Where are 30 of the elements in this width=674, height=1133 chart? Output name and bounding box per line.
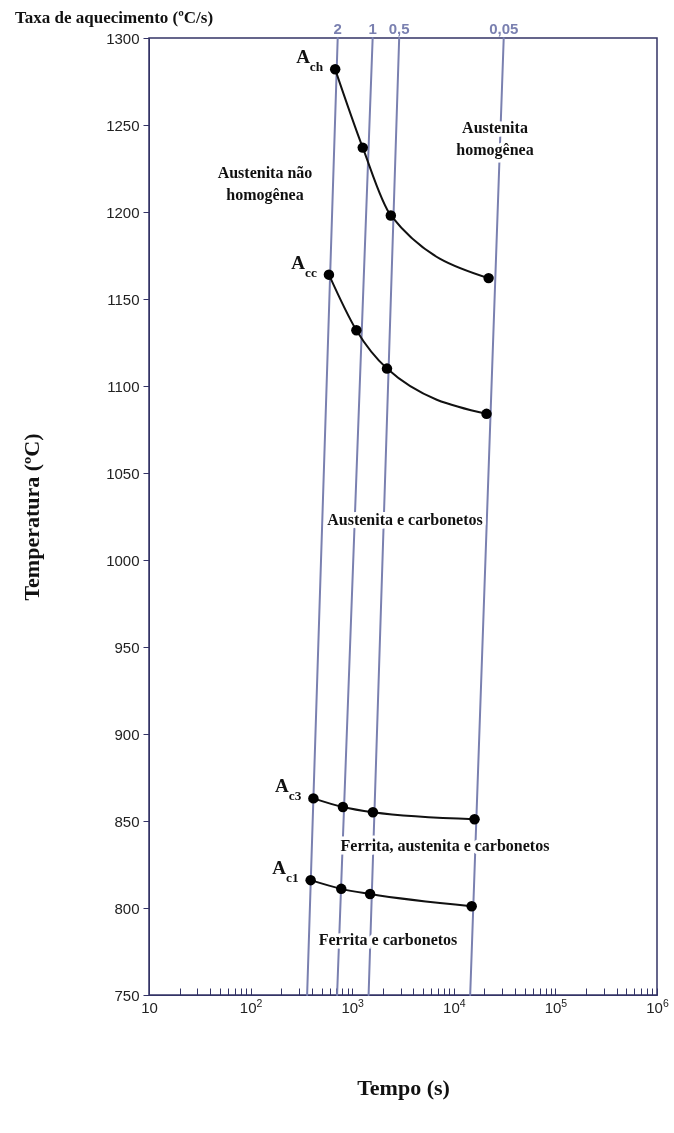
x-tick-label: 10$^{3}$ [341, 996, 365, 1016]
series-label: A$_{c1}$ [272, 857, 299, 885]
series-label: A$_{ch}$ [296, 46, 324, 74]
x-tick-label: 10$^{2}$ [239, 996, 263, 1016]
series-label: A$_{cc}$ [291, 251, 318, 280]
y-tick-label: 1200 [106, 203, 140, 221]
y-tick-label: 900 [114, 725, 140, 743]
y-tick-label: 1100 [107, 377, 140, 395]
series-label: 2 [333, 20, 342, 37]
y-tick-label: 750 [114, 986, 140, 1004]
y-tick-label: 850 [114, 812, 140, 830]
series-label: 0,5 [388, 20, 410, 37]
y-tick-label: 1000 [106, 551, 140, 569]
annotation: Austenita não homogênea [217, 164, 313, 204]
series-label: 0,05 [489, 20, 519, 37]
y-axis-title: Temperatura (ºC) [19, 433, 45, 601]
series-label: 1 [368, 20, 377, 37]
x-tick-label: 10$^{5}$ [544, 996, 568, 1016]
y-tick-label: 1300 [106, 29, 140, 47]
text: Taxa de aquecimento (ºC/s) [15, 8, 214, 27]
x-tick-label: 10$^{6}$ [646, 996, 669, 1016]
series-label: A$_{c3}$ [275, 775, 302, 803]
y-tick-label: 800 [114, 899, 140, 917]
x-tick-label: 10$^{4}$ [443, 996, 466, 1016]
y-tick-label: 1150 [107, 290, 140, 308]
y-tick-label: 950 [114, 638, 140, 656]
y-tick-label: 1050 [106, 464, 140, 482]
y-tick-label: 1250 [106, 116, 140, 134]
x-axis-title: Tempo (s) [357, 1074, 450, 1100]
x-tick-label: 10 [141, 998, 158, 1016]
